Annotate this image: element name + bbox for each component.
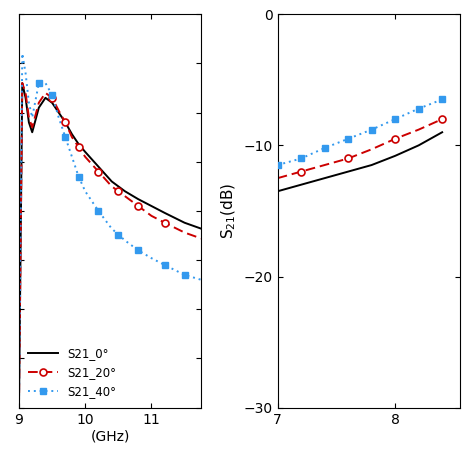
X-axis label: (GHz): (GHz) bbox=[91, 429, 130, 443]
Y-axis label: S$_{21}$(dB): S$_{21}$(dB) bbox=[219, 182, 238, 239]
Legend: S21_0°, S21_20°, S21_40°: S21_0°, S21_20°, S21_40° bbox=[25, 344, 120, 402]
